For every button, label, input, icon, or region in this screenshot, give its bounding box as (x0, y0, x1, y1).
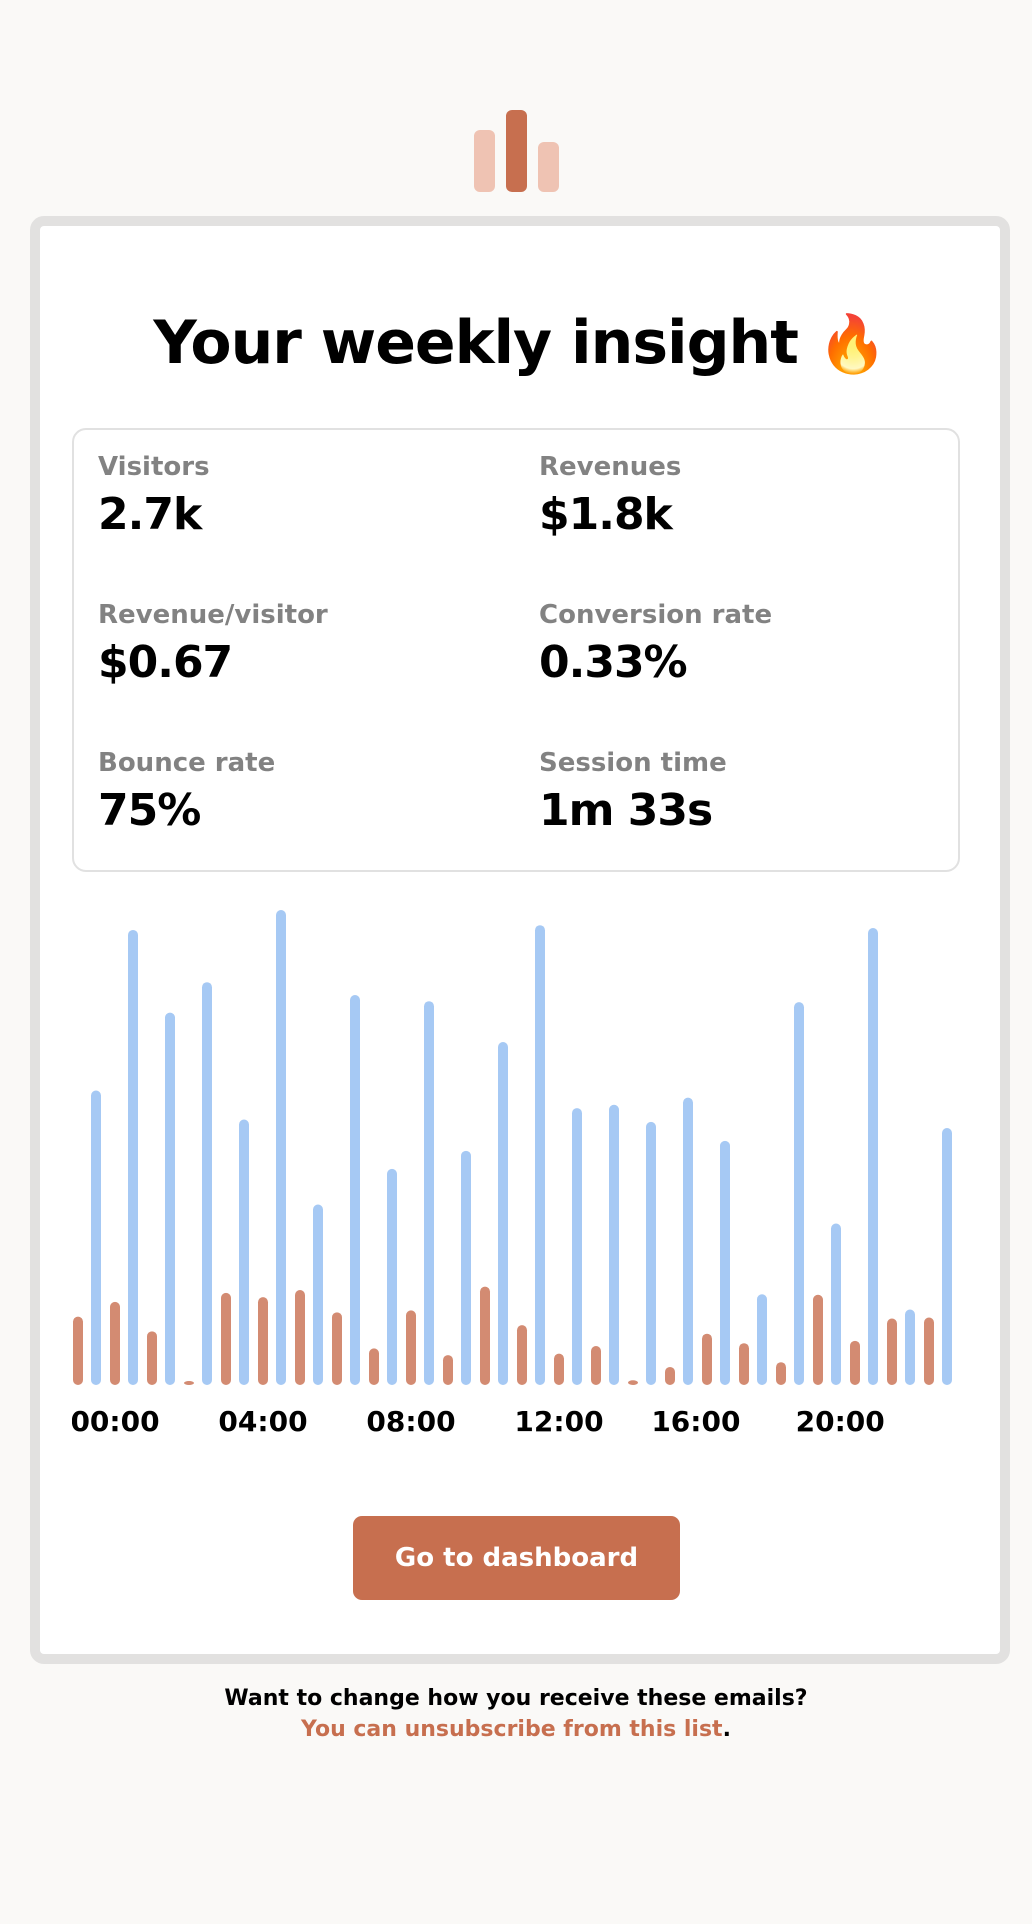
visitors-bar-3 (202, 982, 212, 1385)
visitors-bar-0 (91, 1090, 101, 1385)
stat-label: Visitors (98, 452, 210, 482)
stat-bounce-rate: Bounce rate 75% (98, 748, 498, 836)
visitors-bar-8 (387, 1168, 397, 1385)
x-tick-label: 12:00 (514, 1405, 603, 1438)
revenue-bar-16 (665, 1366, 675, 1385)
hourly-chart: 00:00 04:00 08:00 12:00 16:00 20:00 (72, 908, 960, 1456)
visitors-bar-20 (831, 1223, 841, 1385)
x-tick-label: 00:00 (72, 1405, 160, 1438)
stat-value: 0.33% (539, 637, 688, 688)
visitors-bar-10 (461, 1150, 471, 1385)
title-text: Your weekly insight (153, 308, 799, 378)
x-tick-label: 16:00 (651, 1405, 740, 1438)
revenue-bar-19 (776, 1362, 786, 1385)
visitors-bar-5 (276, 910, 286, 1385)
insight-card: Your weekly insight 🔥 Visitors 2.7k Reve… (30, 216, 1010, 1664)
revenue-bar-6 (295, 1290, 305, 1385)
visitors-bar-9 (424, 1001, 434, 1385)
revenue-bar-23 (924, 1317, 934, 1385)
unsubscribe-link[interactable]: You can unsubscribe from this list (301, 1717, 723, 1742)
visitors-bar-7 (350, 995, 360, 1385)
visitors-bar-12 (535, 925, 545, 1385)
revenue-bar-17 (702, 1333, 712, 1385)
stat-label: Bounce rate (98, 748, 276, 778)
stat-label: Revenues (539, 452, 682, 482)
stat-label: Conversion rate (539, 600, 773, 630)
visitors-bar-6 (313, 1204, 323, 1385)
revenue-bar-21 (850, 1340, 860, 1385)
footer-question: Want to change how you receive these ema… (224, 1686, 808, 1711)
revenue-bar-1 (110, 1301, 120, 1385)
revenue-bar-3 (184, 1381, 194, 1385)
stat-session-time: Session time 1m 33s (539, 748, 939, 836)
revenue-bar-18 (739, 1343, 749, 1385)
stat-value: $1.8k (539, 489, 673, 540)
visitors-bar-19 (794, 1002, 804, 1385)
revenue-bar-8 (369, 1348, 379, 1385)
visitors-bar-13 (572, 1108, 582, 1385)
fire-icon: 🔥 (817, 312, 888, 377)
footer-unsubscribe-line: You can unsubscribe from this list. (0, 1714, 1032, 1745)
stat-value: $0.67 (98, 637, 233, 688)
revenue-bar-14 (591, 1346, 601, 1385)
visitors-bar-14 (609, 1104, 619, 1385)
x-tick-label: 04:00 (218, 1405, 307, 1438)
visitors-bar-11 (498, 1042, 508, 1385)
visitors-bar-1 (128, 929, 138, 1385)
visitors-bar-17 (720, 1140, 730, 1385)
logo-bar-left (474, 130, 495, 192)
stat-revenue-per-visitor: Revenue/visitor $0.67 (98, 600, 498, 688)
revenue-bar-10 (443, 1355, 453, 1385)
stat-label: Session time (539, 748, 727, 778)
logo-bar-middle (506, 110, 527, 192)
footer-trailing: . (722, 1717, 731, 1742)
hourly-bar-chart: 00:00 04:00 08:00 12:00 16:00 20:00 (72, 910, 952, 1438)
revenue-bar-7 (332, 1312, 342, 1385)
revenue-bar-5 (258, 1297, 268, 1385)
revenue-bar-2 (147, 1331, 157, 1385)
visitors-bar-2 (165, 1012, 175, 1385)
stat-label: Revenue/visitor (98, 600, 328, 630)
revenue-bar-22 (887, 1318, 897, 1385)
go-to-dashboard-button[interactable]: Go to dashboard (353, 1516, 680, 1600)
visitors-bar-16 (683, 1097, 693, 1385)
revenue-bar-4 (221, 1292, 231, 1385)
stat-conversion-rate: Conversion rate 0.33% (539, 600, 939, 688)
revenue-bar-0 (73, 1316, 83, 1385)
visitors-bar-15 (646, 1121, 656, 1385)
revenue-bar-15 (628, 1380, 638, 1385)
page-title: Your weekly insight 🔥 (40, 308, 1000, 378)
revenue-bar-11 (480, 1286, 490, 1385)
bar-chart-logo-icon (474, 108, 562, 192)
revenue-bar-12 (517, 1325, 527, 1385)
stat-value: 75% (98, 785, 201, 836)
revenue-bar-20 (813, 1294, 823, 1385)
visitors-bar-22 (905, 1309, 915, 1385)
revenue-bar-9 (406, 1310, 416, 1385)
stat-visitors: Visitors 2.7k (98, 452, 498, 540)
stat-revenues: Revenues $1.8k (539, 452, 939, 540)
logo-bar-right (538, 142, 559, 192)
x-tick-label: 08:00 (366, 1405, 455, 1438)
visitors-bar-23 (942, 1128, 952, 1385)
stats-panel: Visitors 2.7k Revenues $1.8k Revenue/vis… (72, 428, 960, 872)
stat-value: 1m 33s (539, 785, 713, 836)
visitors-bar-18 (757, 1294, 767, 1385)
visitors-bar-4 (239, 1119, 249, 1385)
visitors-bar-21 (868, 928, 878, 1385)
x-tick-label: 20:00 (796, 1405, 885, 1438)
revenue-bar-13 (554, 1353, 564, 1385)
stat-value: 2.7k (98, 489, 202, 540)
footer: Want to change how you receive these ema… (0, 1683, 1032, 1745)
